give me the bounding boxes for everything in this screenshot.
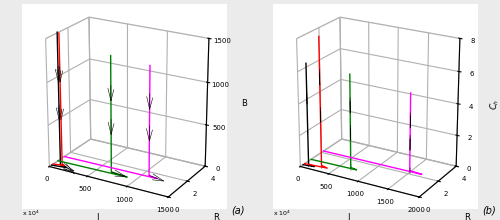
Text: (b): (b) [482,205,496,215]
Text: x 10$^4$: x 10$^4$ [22,209,40,218]
Y-axis label: R: R [464,213,469,220]
X-axis label: I: I [347,213,350,220]
Text: (a): (a) [231,205,244,215]
Y-axis label: R: R [212,213,218,220]
X-axis label: I: I [96,213,99,220]
Text: x 10$^4$: x 10$^4$ [273,209,291,218]
